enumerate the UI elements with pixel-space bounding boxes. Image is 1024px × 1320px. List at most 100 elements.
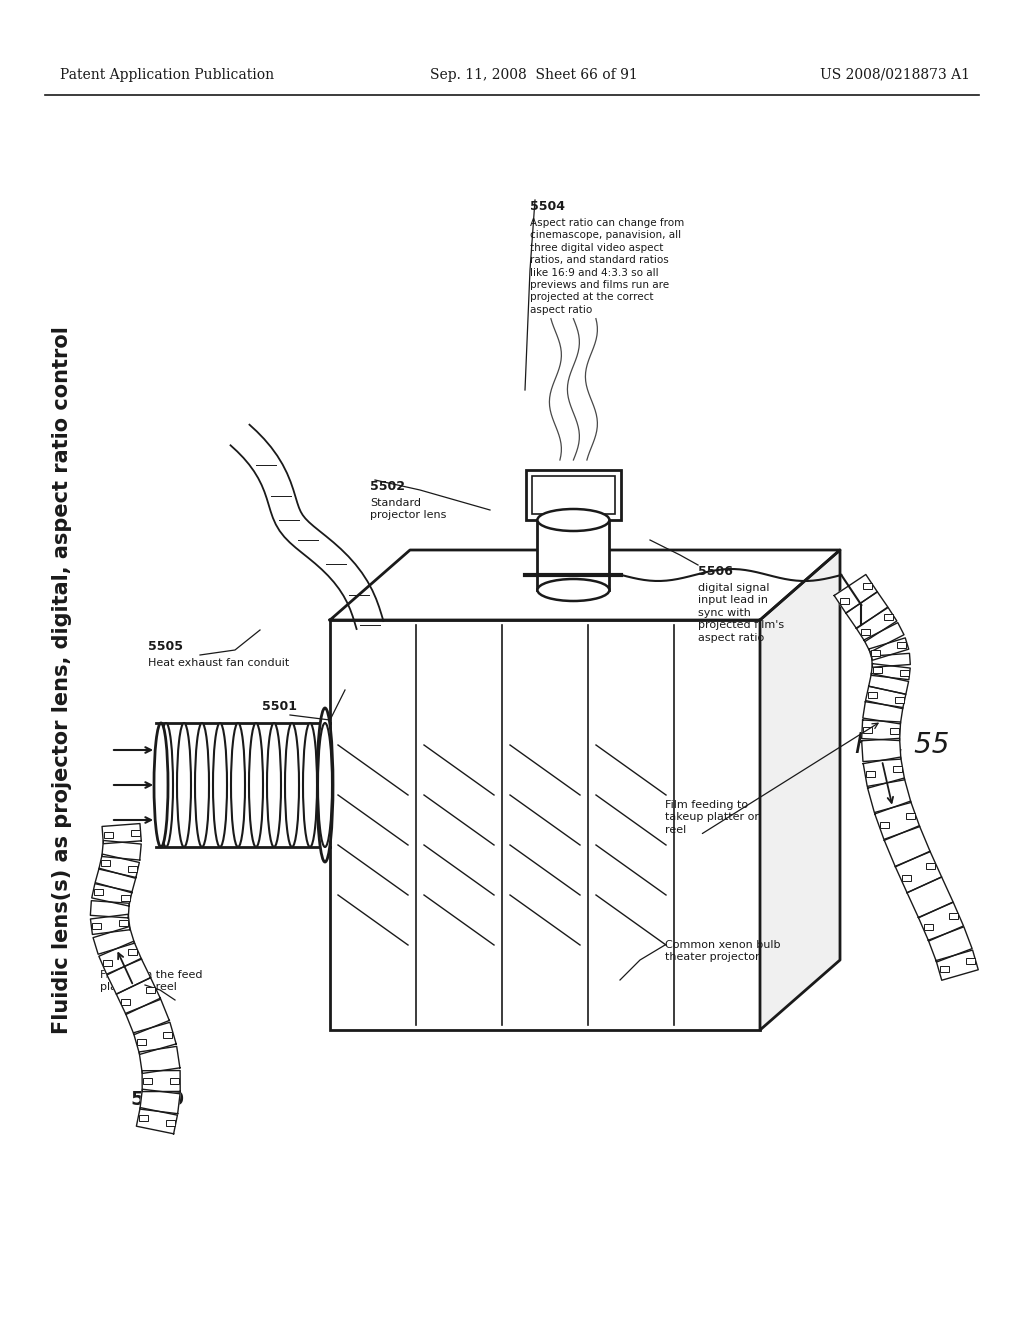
Text: Fluidic lens(s) as projector lens, digital, aspect ratio control: Fluidic lens(s) as projector lens, digit…: [52, 326, 72, 1034]
Text: Sep. 11, 2008  Sheet 66 of 91: Sep. 11, 2008 Sheet 66 of 91: [430, 69, 638, 82]
Polygon shape: [90, 915, 130, 935]
Bar: [531, 477, 614, 513]
Polygon shape: [136, 1107, 177, 1134]
Polygon shape: [871, 653, 910, 667]
Ellipse shape: [249, 723, 263, 847]
Bar: [901, 875, 910, 880]
Polygon shape: [856, 607, 897, 642]
Bar: [166, 1121, 175, 1126]
Polygon shape: [101, 841, 141, 861]
Bar: [862, 583, 871, 589]
Bar: [143, 1078, 152, 1084]
Bar: [122, 999, 130, 1005]
Polygon shape: [929, 927, 972, 962]
Bar: [905, 813, 914, 818]
Bar: [884, 614, 893, 620]
Bar: [872, 667, 882, 673]
Text: Aspect ratio can change from
cinemascope, panavision, all
three digital video as: Aspect ratio can change from cinemascope…: [530, 218, 684, 314]
Bar: [895, 697, 903, 704]
Bar: [966, 958, 975, 965]
Bar: [101, 859, 111, 866]
Ellipse shape: [154, 723, 168, 847]
Bar: [170, 1078, 179, 1084]
Polygon shape: [907, 876, 953, 917]
Bar: [92, 923, 101, 929]
Bar: [940, 966, 948, 972]
Polygon shape: [871, 664, 910, 680]
Bar: [128, 866, 137, 871]
Polygon shape: [869, 638, 908, 660]
Ellipse shape: [231, 723, 245, 847]
Ellipse shape: [159, 723, 173, 847]
Ellipse shape: [303, 723, 317, 847]
Bar: [897, 642, 906, 648]
Polygon shape: [90, 900, 129, 917]
Bar: [526, 470, 621, 520]
Polygon shape: [936, 950, 978, 981]
Polygon shape: [861, 738, 901, 762]
Bar: [893, 767, 902, 772]
Polygon shape: [133, 1022, 176, 1055]
Polygon shape: [117, 978, 161, 1015]
Polygon shape: [863, 758, 904, 787]
Polygon shape: [864, 623, 904, 652]
Bar: [137, 1039, 146, 1045]
Bar: [866, 771, 874, 777]
Text: 5505: 5505: [148, 640, 183, 653]
Bar: [871, 649, 881, 656]
Ellipse shape: [195, 723, 209, 847]
Bar: [103, 832, 113, 838]
Polygon shape: [102, 824, 141, 843]
Ellipse shape: [538, 510, 609, 531]
Text: 5502: 5502: [370, 480, 406, 492]
Polygon shape: [106, 958, 151, 994]
Polygon shape: [919, 903, 964, 941]
Polygon shape: [846, 591, 888, 628]
Bar: [146, 987, 156, 993]
Polygon shape: [139, 1047, 180, 1073]
Bar: [121, 895, 130, 900]
Text: Common xenon bulb
theater projector: Common xenon bulb theater projector: [665, 940, 780, 962]
Text: Film feeding to
takeup platter or
reel: Film feeding to takeup platter or reel: [665, 800, 759, 834]
Polygon shape: [867, 777, 911, 813]
Bar: [139, 1115, 148, 1121]
Bar: [164, 1031, 172, 1038]
Polygon shape: [874, 801, 920, 840]
Text: Film from the feed
platter or reel: Film from the feed platter or reel: [100, 970, 203, 993]
Bar: [949, 913, 958, 919]
Bar: [128, 949, 137, 956]
Polygon shape: [142, 1071, 180, 1092]
Ellipse shape: [538, 579, 609, 601]
Polygon shape: [885, 826, 930, 866]
Bar: [924, 924, 933, 931]
Ellipse shape: [317, 708, 333, 862]
Bar: [867, 692, 877, 697]
Bar: [840, 598, 849, 605]
Polygon shape: [140, 1089, 180, 1114]
Bar: [863, 726, 872, 733]
Bar: [900, 671, 908, 676]
Polygon shape: [865, 686, 906, 709]
Polygon shape: [863, 702, 903, 723]
Bar: [890, 729, 899, 734]
Text: Heat exhaust fan conduit: Heat exhaust fan conduit: [148, 657, 289, 668]
Text: US 2008/0218873 A1: US 2008/0218873 A1: [820, 69, 970, 82]
Polygon shape: [330, 550, 840, 620]
Text: 5506: 5506: [698, 565, 733, 578]
Polygon shape: [868, 673, 908, 694]
Ellipse shape: [213, 723, 227, 847]
Polygon shape: [835, 574, 878, 612]
Text: 5504: 5504: [530, 201, 565, 213]
Text: Standard
projector lens: Standard projector lens: [370, 498, 446, 520]
Polygon shape: [92, 883, 132, 906]
Ellipse shape: [285, 723, 299, 847]
Bar: [927, 863, 936, 870]
Text: 5500: 5500: [130, 1090, 184, 1109]
Polygon shape: [895, 851, 942, 892]
Polygon shape: [861, 719, 900, 741]
Polygon shape: [99, 941, 141, 974]
Ellipse shape: [177, 723, 191, 847]
Bar: [538, 520, 609, 590]
Bar: [103, 960, 112, 966]
Text: Fig. 55: Fig. 55: [855, 731, 949, 759]
